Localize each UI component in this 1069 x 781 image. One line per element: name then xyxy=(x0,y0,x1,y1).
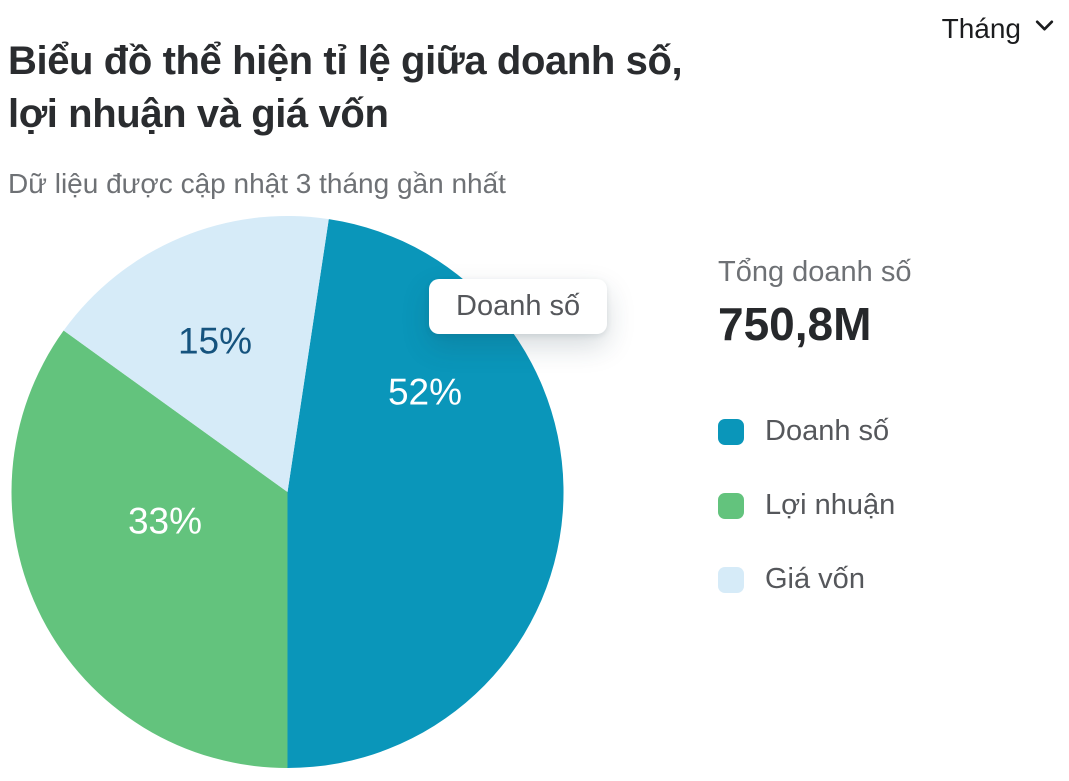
pie-percent-label-loi-nhuan: 33% xyxy=(128,501,202,542)
legend-label-gia-von: Giá vốn xyxy=(765,563,865,595)
chart-legend: Doanh số Lợi nhuận Giá vốn xyxy=(718,415,1058,596)
total-sales-label: Tổng doanh số xyxy=(718,256,912,288)
legend-swatch-gia-von xyxy=(718,566,744,593)
page-title-line-2: lợi nhuận và giá vốn xyxy=(8,91,389,136)
legend-label-loi-nhuan: Lợi nhuận xyxy=(765,489,896,521)
legend-item-doanh-so: Doanh số xyxy=(718,415,1058,448)
pie-percent-label-gia-von: 15% xyxy=(178,321,252,362)
period-dropdown[interactable]: Tháng xyxy=(942,13,1057,45)
page-title: Biểu đồ thể hiện tỉ lệ giữa doanh số, lợi… xyxy=(8,35,848,141)
chart-tooltip: Doanh số xyxy=(429,279,608,334)
chevron-down-icon xyxy=(1032,13,1057,45)
pie-percent-label-doanh-so: 52% xyxy=(388,372,462,413)
pie-slice-loi-nhuan[interactable] xyxy=(11,330,288,768)
pie-chart[interactable]: 52% 33% 15% xyxy=(0,204,580,781)
legend-swatch-doanh-so xyxy=(718,418,744,445)
legend-item-gia-von: Giá vốn xyxy=(718,563,1058,596)
legend-item-loi-nhuan: Lợi nhuận xyxy=(718,489,1058,522)
legend-swatch-loi-nhuan xyxy=(718,492,744,519)
pie-slice-gia-von[interactable] xyxy=(63,215,329,492)
pie-slice-doanh-so[interactable] xyxy=(287,219,564,769)
page-subtitle: Dữ liệu được cập nhật 3 tháng gần nhất xyxy=(8,168,506,199)
page-title-line-1: Biểu đồ thể hiện tỉ lệ giữa doanh số, xyxy=(8,38,683,83)
period-dropdown-label: Tháng xyxy=(941,13,1021,44)
total-sales-value: 750,8M xyxy=(718,298,872,350)
legend-label-doanh-so: Doanh số xyxy=(765,415,890,447)
summary-panel: Tổng doanh số 750,8M Doanh số Lợi nhuận … xyxy=(718,256,1058,637)
